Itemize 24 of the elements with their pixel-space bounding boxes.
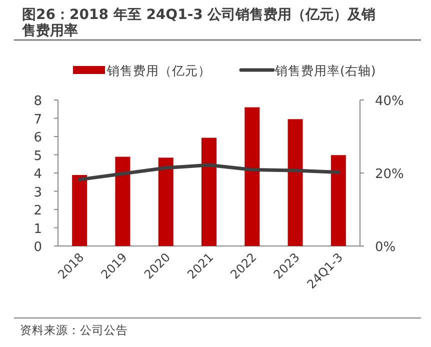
y-tick-label: 3 (34, 185, 42, 200)
text: 资料来源：公司公告 (20, 323, 128, 337)
y2-tick-label: 20% (375, 167, 404, 182)
y-tick-label: 5 (34, 148, 42, 164)
bar (244, 107, 260, 246)
y-tick-label: 0 (34, 240, 42, 255)
y-tick-label: 2 (34, 204, 42, 218)
bar (158, 158, 174, 246)
bar (330, 155, 346, 246)
y-tick-label: 1 (34, 222, 42, 237)
bar (202, 138, 216, 246)
line-series (78, 163, 340, 182)
y2-tick-label: 0% (375, 240, 396, 255)
y-tick-label: 7 (34, 112, 42, 128)
y-tick-label: 4 (34, 167, 42, 182)
chart-title: 图26：2018 年至 24Q1-3 公司销售费用（亿元）及销售费用率 (21, 7, 376, 39)
bar (115, 156, 130, 246)
bar (288, 119, 303, 246)
y2-tick-label: 40% (375, 94, 404, 109)
y-tick-label: 8 (34, 94, 42, 109)
legend-label: 销售费用率(右轴) (274, 63, 376, 78)
bar (72, 175, 88, 246)
legend-label: 销售费用（亿元） (106, 63, 211, 78)
y-tick-label: 6 (34, 130, 42, 146)
